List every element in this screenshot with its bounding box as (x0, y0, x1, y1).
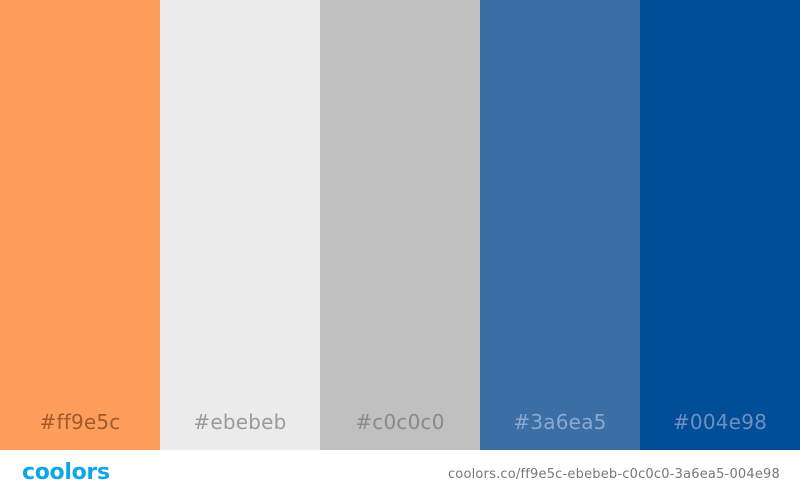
color-swatch-5[interactable]: #004e98 (640, 0, 800, 450)
footer-bar: coolors coolors.co/ff9e5c-ebebeb-c0c0c0-… (0, 450, 800, 500)
swatch-hex-label-1: #ff9e5c (39, 410, 121, 434)
coolors-logo[interactable]: coolors (22, 460, 110, 485)
color-swatch-4[interactable]: #3a6ea5 (480, 0, 640, 450)
swatch-hex-label-4: #3a6ea5 (513, 410, 607, 434)
palette-url[interactable]: coolors.co/ff9e5c-ebebeb-c0c0c0-3a6ea5-0… (447, 467, 780, 482)
color-swatch-2[interactable]: #ebebeb (160, 0, 320, 450)
swatch-hex-label-2: #ebebeb (193, 410, 287, 434)
color-palette: #ff9e5c #ebebeb #c0c0c0 #3a6ea5 #004e98 (0, 0, 800, 450)
swatch-hex-label-3: #c0c0c0 (355, 410, 445, 434)
color-swatch-3[interactable]: #c0c0c0 (320, 0, 480, 450)
swatch-hex-label-5: #004e98 (672, 410, 768, 434)
color-swatch-1[interactable]: #ff9e5c (0, 0, 160, 450)
